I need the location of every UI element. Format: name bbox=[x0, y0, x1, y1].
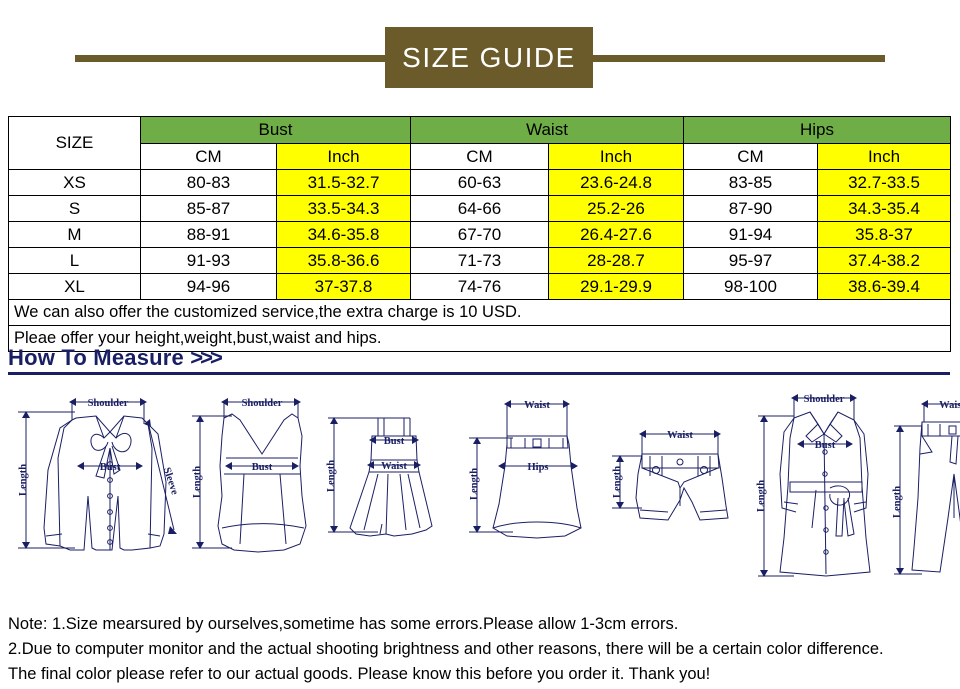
banner-box: SIZE GUIDE bbox=[385, 27, 593, 88]
cell-size: XS bbox=[8, 169, 141, 196]
cell-waist-inch: 25.2-26 bbox=[548, 195, 684, 222]
header-unit-hips-cm: CM bbox=[683, 143, 818, 170]
figure-pants: Length Waist Thigh bbox=[880, 378, 960, 598]
cell-bust-inch: 33.5-34.3 bbox=[276, 195, 411, 222]
table-header-group-row: SIZE Bust Waist Hips bbox=[8, 116, 952, 170]
cell-waist-cm: 71-73 bbox=[410, 247, 549, 274]
figure-blouse-shoulder-label: Shoulder bbox=[88, 398, 129, 409]
cell-hips-inch: 34.3-35.4 bbox=[816, 195, 952, 222]
cell-bust-inch: 35.8-36.6 bbox=[276, 247, 411, 274]
figure-skirt: Length Waist Hips bbox=[455, 378, 600, 598]
table-note-row: We can also offer the customized service… bbox=[7, 299, 952, 326]
figure-blouse-bust-label: Bust bbox=[100, 462, 121, 473]
bottom-note-3: The final color please refer to our actu… bbox=[8, 665, 711, 683]
cell-bust-cm: 94-96 bbox=[140, 273, 277, 300]
table-row: XS 80-83 31.5-32.7 60-63 23.6-24.8 83-85… bbox=[8, 169, 952, 196]
cell-size: S bbox=[8, 195, 141, 222]
figure-dress-length-label: Length bbox=[326, 460, 337, 492]
figure-shorts: Length Waist bbox=[600, 378, 750, 598]
table-row: L 91-93 35.8-36.6 71-73 28-28.7 95-97 37… bbox=[8, 247, 952, 274]
figure-camisole-length-label: Length bbox=[192, 466, 203, 498]
bottom-notes: Note: 1.Size mearsured by ourselves,some… bbox=[8, 612, 952, 687]
cell-size: L bbox=[8, 247, 141, 274]
figure-pants-length-label: Length bbox=[892, 486, 903, 518]
table-row: XL 94-96 37-37.8 74-76 29.1-29.9 98-100 … bbox=[8, 273, 952, 300]
figure-shorts-waist-label: Waist bbox=[667, 430, 693, 441]
cell-hips-cm: 98-100 bbox=[683, 273, 818, 300]
header-unit-bust-inch: Inch bbox=[276, 143, 411, 170]
cell-hips-cm: 83-85 bbox=[683, 169, 818, 196]
figure-dress: Length Bust Waist bbox=[320, 378, 455, 598]
figure-skirt-waist-label: Waist bbox=[524, 400, 550, 411]
figure-blouse: Length Shoulder Bust Sleeve bbox=[0, 378, 180, 598]
cell-bust-cm: 88-91 bbox=[140, 221, 277, 248]
header-size: SIZE bbox=[8, 116, 141, 170]
chevron-right-icon: >>> bbox=[190, 345, 223, 370]
header-group-bust: Bust bbox=[140, 116, 411, 144]
cell-hips-cm: 91-94 bbox=[683, 221, 818, 248]
cell-waist-cm: 60-63 bbox=[410, 169, 549, 196]
measurement-figures: Length Shoulder Bust Sleeve bbox=[0, 378, 960, 600]
cell-bust-inch: 34.6-35.8 bbox=[276, 221, 411, 248]
cell-waist-cm: 74-76 bbox=[410, 273, 549, 300]
cell-bust-cm: 91-93 bbox=[140, 247, 277, 274]
cell-waist-cm: 64-66 bbox=[410, 195, 549, 222]
banner-rule-left bbox=[75, 55, 390, 62]
cell-waist-cm: 67-70 bbox=[410, 221, 549, 248]
figure-camisole: Length Shoulder Bust bbox=[180, 378, 320, 598]
figure-skirt-length-label: Length bbox=[469, 468, 480, 500]
figure-coat-length-label: Length bbox=[756, 480, 767, 512]
figure-dress-bust-label: Bust bbox=[384, 436, 405, 447]
figure-shorts-length-label: Length bbox=[612, 466, 623, 498]
cell-waist-inch: 28-28.7 bbox=[548, 247, 684, 274]
table-row: M 88-91 34.6-35.8 67-70 26.4-27.6 91-94 … bbox=[8, 221, 952, 248]
header-unit-hips-inch: Inch bbox=[816, 143, 952, 170]
figure-skirt-hips-label: Hips bbox=[527, 462, 548, 473]
cell-size: XL bbox=[8, 273, 141, 300]
cell-waist-inch: 29.1-29.9 bbox=[548, 273, 684, 300]
banner-rule-right bbox=[585, 55, 885, 62]
cell-waist-inch: 23.6-24.8 bbox=[548, 169, 684, 196]
header-unit-waist-inch: Inch bbox=[548, 143, 684, 170]
cell-hips-cm: 95-97 bbox=[683, 247, 818, 274]
cell-hips-inch: 35.8-37 bbox=[816, 221, 952, 248]
cell-bust-inch: 37-37.8 bbox=[276, 273, 411, 300]
figure-dress-waist-label: Waist bbox=[381, 461, 407, 472]
figure-camisole-bust-label: Bust bbox=[252, 462, 273, 473]
cell-waist-inch: 26.4-27.6 bbox=[548, 221, 684, 248]
bottom-note-1: Note: 1.Size mearsured by ourselves,some… bbox=[8, 615, 679, 633]
cell-hips-inch: 38.6-39.4 bbox=[816, 273, 952, 300]
table-header-unit-row: CM Inch CM Inch CM Inch bbox=[9, 143, 952, 170]
figure-camisole-shoulder-label: Shoulder bbox=[242, 398, 283, 409]
size-chart-table: SIZE Bust Waist Hips CM Inch CM Inch CM … bbox=[7, 116, 952, 352]
bottom-note-2: 2.Due to computer monitor and the actual… bbox=[8, 640, 884, 658]
header-unit-bust-cm: CM bbox=[140, 143, 277, 170]
note-custom-service: We can also offer the customized service… bbox=[7, 299, 952, 326]
page-title: SIZE GUIDE bbox=[402, 41, 576, 73]
cell-size: M bbox=[8, 221, 141, 248]
title-banner: SIZE GUIDE bbox=[0, 0, 960, 103]
figure-coat: Length Shoulder Bust bbox=[750, 378, 880, 598]
figure-coat-bust-label: Bust bbox=[815, 440, 836, 451]
figure-pants-waist-label: Waist bbox=[939, 400, 960, 411]
note-provide-measurements: Pleae offer your height,weight,bust,wais… bbox=[7, 325, 952, 352]
header-unit-waist-cm: CM bbox=[410, 143, 549, 170]
how-to-measure-label: How To Measure bbox=[8, 345, 184, 370]
cell-hips-inch: 37.4-38.2 bbox=[816, 247, 952, 274]
header-group-hips: Hips bbox=[682, 116, 952, 144]
table-row: S 85-87 33.5-34.3 64-66 25.2-26 87-90 34… bbox=[8, 195, 952, 222]
cell-hips-inch: 32.7-33.5 bbox=[816, 169, 952, 196]
figure-blouse-sleeve-label: Sleeve bbox=[161, 466, 180, 496]
cell-bust-cm: 80-83 bbox=[140, 169, 277, 196]
figure-blouse-length-label: Length bbox=[18, 464, 29, 496]
cell-hips-cm: 87-90 bbox=[683, 195, 818, 222]
table-note-row: Pleae offer your height,weight,bust,wais… bbox=[7, 325, 952, 352]
cell-bust-cm: 85-87 bbox=[140, 195, 277, 222]
how-to-measure-underline bbox=[8, 372, 950, 375]
cell-bust-inch: 31.5-32.7 bbox=[276, 169, 411, 196]
header-group-waist: Waist bbox=[410, 116, 684, 144]
how-to-measure-heading: How To Measure >>> bbox=[8, 345, 223, 371]
figure-coat-shoulder-label: Shoulder bbox=[804, 394, 845, 405]
